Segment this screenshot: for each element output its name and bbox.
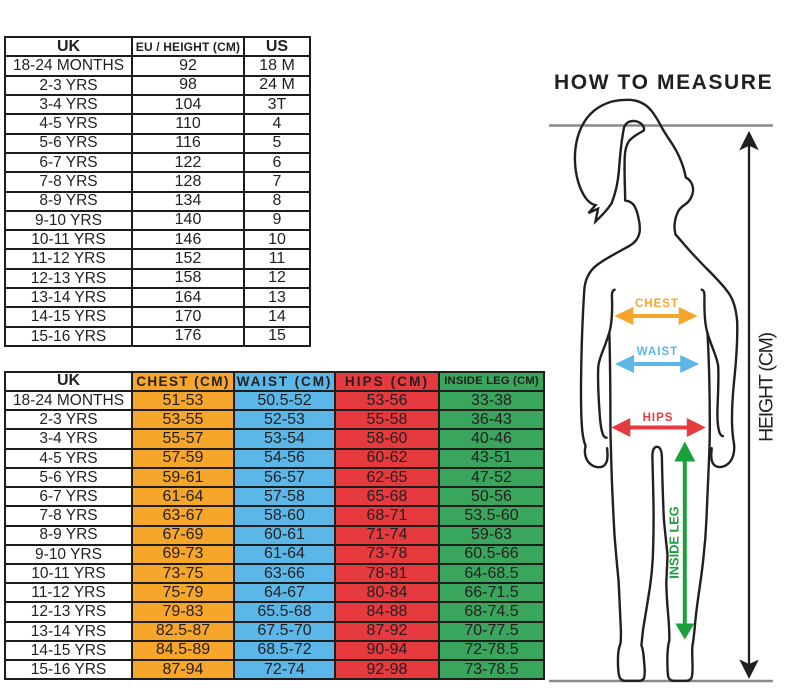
svg-text:INSIDE LEG: INSIDE LEG bbox=[667, 506, 682, 579]
svg-text:WAIST: WAIST bbox=[637, 346, 678, 358]
svg-text:HOW TO MEASURE: HOW TO MEASURE bbox=[554, 71, 773, 94]
svg-text:HIPS: HIPS bbox=[643, 412, 674, 424]
svg-text:HEIGHT (CM): HEIGHT (CM) bbox=[756, 332, 778, 442]
svg-text:CHEST: CHEST bbox=[635, 298, 679, 310]
